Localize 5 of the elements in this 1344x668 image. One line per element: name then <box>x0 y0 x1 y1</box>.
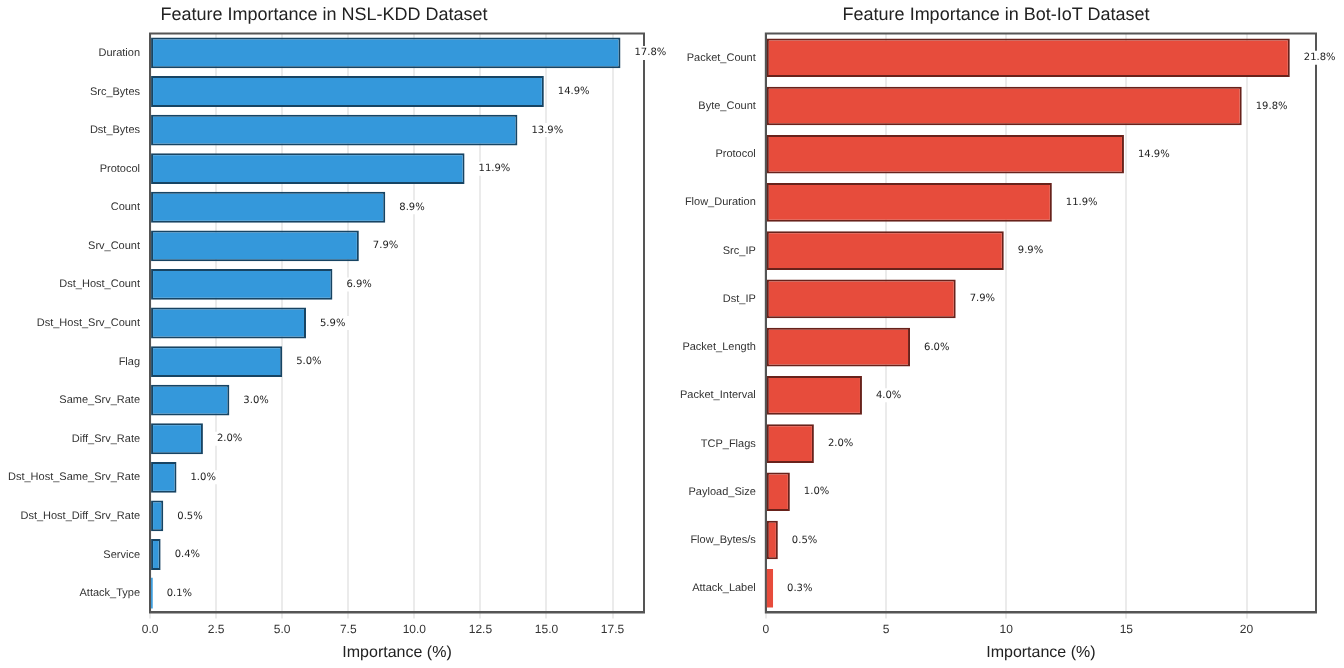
x-axis-title: Importance (%) <box>986 642 1097 661</box>
chart-title: Feature Importance in NSL-KDD Dataset <box>160 3 489 24</box>
x-axis-title: Importance (%) <box>342 642 453 661</box>
chart-title: Feature Importance in Bot-IoT Dataset <box>842 3 1151 24</box>
bar <box>766 568 774 608</box>
